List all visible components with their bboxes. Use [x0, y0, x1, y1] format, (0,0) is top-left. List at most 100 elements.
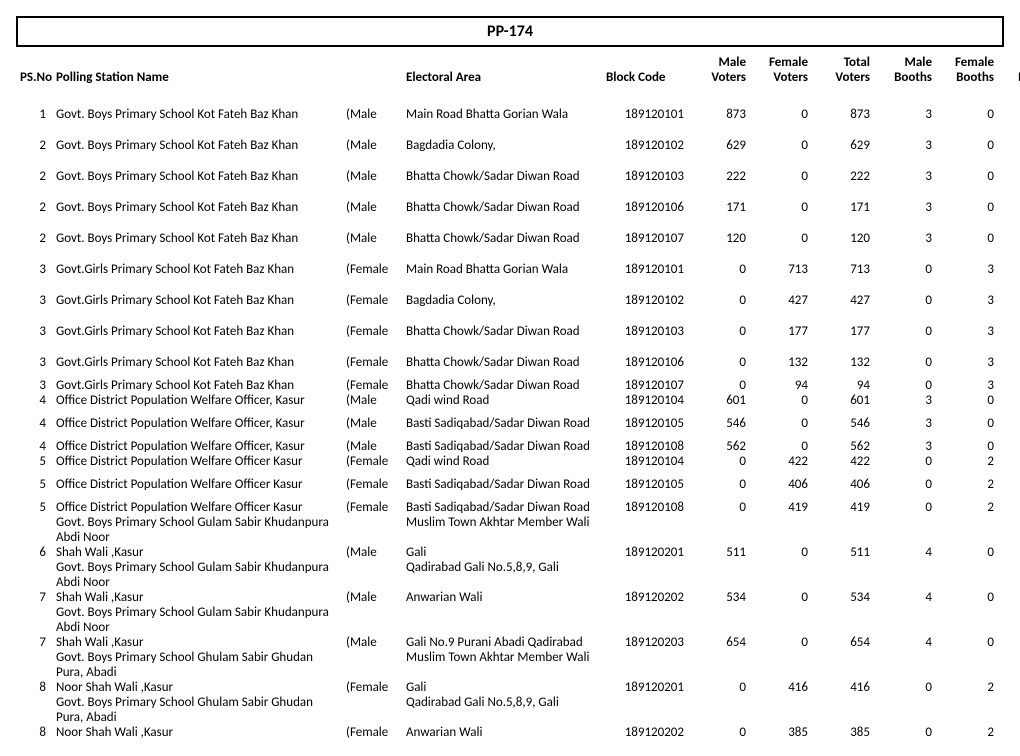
table-row: Govt. Boys Primary School Gulam Sabir Kh… — [16, 515, 1020, 545]
cell-female-voters: 713 — [750, 254, 812, 285]
cell-total-voters: 713 — [812, 254, 874, 285]
cell-male-voters: 0 — [688, 378, 750, 393]
cell-female-voters: 0 — [750, 99, 812, 130]
cell-psno: 5 — [16, 469, 52, 500]
cell-female-voters: 132 — [750, 347, 812, 378]
cell-total-voters: 562 — [812, 439, 874, 454]
cell-male-booths: 0 — [874, 725, 936, 740]
cell-area: Muslim Town Akhtar Member Wali — [402, 515, 602, 545]
cell-area: Basti Sadiqabad/Sadar Diwan Road — [402, 469, 602, 500]
cell-male-voters: 654 — [688, 635, 750, 650]
cell-male-voters — [688, 605, 750, 635]
cell-total-voters: 873 — [812, 99, 874, 130]
cell-psno: 4 — [16, 408, 52, 439]
cell-type: (Female — [342, 500, 402, 515]
cell-name: Govt.Girls Primary School Kot Fateh Baz … — [52, 378, 342, 393]
cell-male-booths: 0 — [874, 316, 936, 347]
cell-block: 189120201 — [602, 680, 688, 695]
cell-type: (Male — [342, 635, 402, 650]
cell-name: Office District Population Welfare Offic… — [52, 454, 342, 469]
cell-block: 189120105 — [602, 408, 688, 439]
cell-female-voters: 406 — [750, 469, 812, 500]
cell-female-booths: 2 — [936, 454, 998, 469]
cell-male-booths: 3 — [874, 408, 936, 439]
table-row: 3Govt.Girls Primary School Kot Fateh Baz… — [16, 316, 1020, 347]
cell-area: Qadi wind Road — [402, 454, 602, 469]
cell-female-voters: 177 — [750, 316, 812, 347]
cell-female-booths: 0 — [936, 130, 998, 161]
cell-male-booths: 3 — [874, 223, 936, 254]
col-female-booths: Female Booths — [936, 53, 998, 99]
cell-area: Basti Sadiqabad/Sadar Diwan Road — [402, 408, 602, 439]
cell-total-booths: 3 — [998, 285, 1020, 316]
cell-total-voters — [812, 560, 874, 590]
table-row: 3Govt.Girls Primary School Kot Fateh Baz… — [16, 254, 1020, 285]
cell-female-voters — [750, 560, 812, 590]
cell-area: Qadirabad Gali No.5,8,9, Gali — [402, 560, 602, 590]
cell-female-booths: 0 — [936, 192, 998, 223]
cell-female-booths: 3 — [936, 254, 998, 285]
cell-total-voters: 406 — [812, 469, 874, 500]
cell-name: Govt.Girls Primary School Kot Fateh Baz … — [52, 285, 342, 316]
cell-area: Bhatta Chowk/Sadar Diwan Road — [402, 378, 602, 393]
cell-total-booths: 3 — [998, 161, 1020, 192]
cell-total-voters — [812, 650, 874, 680]
cell-male-voters: 601 — [688, 393, 750, 408]
col-male-booths: Male Booths — [874, 53, 936, 99]
cell-female-voters — [750, 515, 812, 545]
cell-total-booths: 4 — [998, 635, 1020, 650]
table-row: 2Govt. Boys Primary School Kot Fateh Baz… — [16, 130, 1020, 161]
cell-total-booths: 2 — [998, 454, 1020, 469]
cell-type — [342, 560, 402, 590]
cell-block: 189120103 — [602, 316, 688, 347]
cell-male-booths: 3 — [874, 393, 936, 408]
cell-block: 189120202 — [602, 590, 688, 605]
cell-female-voters: 0 — [750, 545, 812, 560]
cell-total-voters: 601 — [812, 393, 874, 408]
table-row: 2Govt. Boys Primary School Kot Fateh Baz… — [16, 192, 1020, 223]
cell-type — [342, 650, 402, 680]
cell-total-booths: 4 — [998, 545, 1020, 560]
cell-male-voters: 120 — [688, 223, 750, 254]
col-male-voters: Male Voters — [688, 53, 750, 99]
cell-block — [602, 560, 688, 590]
cell-name: Govt. Boys Primary School Kot Fateh Baz … — [52, 99, 342, 130]
cell-psno: 7 — [16, 635, 52, 650]
cell-psno: 2 — [16, 161, 52, 192]
cell-male-voters — [688, 560, 750, 590]
cell-block: 189120101 — [602, 99, 688, 130]
cell-total-voters: 427 — [812, 285, 874, 316]
cell-female-voters: 0 — [750, 223, 812, 254]
cell-total-booths: 3 — [998, 316, 1020, 347]
cell-total-voters: 422 — [812, 454, 874, 469]
cell-female-voters: 416 — [750, 680, 812, 695]
cell-male-booths: 3 — [874, 439, 936, 454]
cell-female-booths: 3 — [936, 347, 998, 378]
cell-total-voters — [812, 605, 874, 635]
cell-name: Office District Population Welfare Offic… — [52, 469, 342, 500]
cell-psno: 3 — [16, 347, 52, 378]
cell-block: 189120106 — [602, 192, 688, 223]
cell-block: 189120104 — [602, 454, 688, 469]
cell-psno: 3 — [16, 378, 52, 393]
cell-female-booths — [936, 605, 998, 635]
cell-area: Bhatta Chowk/Sadar Diwan Road — [402, 316, 602, 347]
cell-name: Noor Shah Wali ,Kasur — [52, 725, 342, 740]
cell-male-voters: 0 — [688, 469, 750, 500]
cell-type — [342, 605, 402, 635]
table-row: 3Govt.Girls Primary School Kot Fateh Baz… — [16, 347, 1020, 378]
cell-total-booths: 3 — [998, 99, 1020, 130]
cell-area: Bagdadia Colony, — [402, 130, 602, 161]
cell-female-booths: 2 — [936, 469, 998, 500]
table-row: 4Office District Population Welfare Offi… — [16, 439, 1020, 454]
cell-total-voters: 511 — [812, 545, 874, 560]
cell-total-booths: 3 — [998, 439, 1020, 454]
cell-total-booths: 3 — [998, 254, 1020, 285]
cell-total-booths: 2 — [998, 500, 1020, 515]
cell-block — [602, 650, 688, 680]
cell-female-booths: 0 — [936, 223, 998, 254]
cell-block: 189120201 — [602, 545, 688, 560]
cell-male-voters: 0 — [688, 500, 750, 515]
cell-male-booths: 0 — [874, 680, 936, 695]
cell-female-booths: 2 — [936, 725, 998, 740]
